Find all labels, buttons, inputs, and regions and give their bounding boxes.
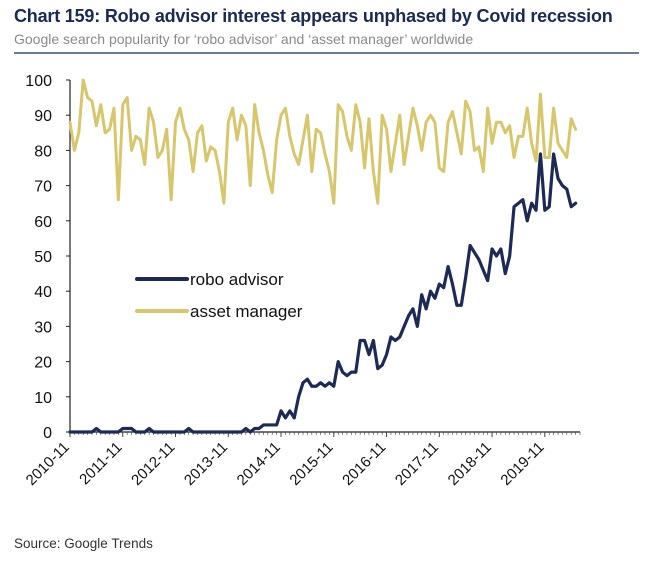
legend-label: robo advisor [190,270,284,289]
legend-label: asset manager [190,302,303,321]
y-tick-label: 60 [34,214,52,231]
y-tick-label: 30 [34,319,52,336]
x-tick-label: 2019-11 [497,439,547,489]
series-line-asset-manager [68,78,578,205]
y-tick-label: 50 [34,249,52,266]
chart-subtitle: Google search popularity for ‘robo advis… [14,31,474,47]
x-tick-label: 2010-11 [23,439,73,489]
series-line-robo-advisor [68,152,578,434]
x-tick-label: 2011-11 [76,439,125,488]
legend: robo advisor asset manager [135,270,303,321]
x-axis: 2010-11 2011-11 2012-11 2013-11 2014-11 2015-… [23,431,581,489]
x-tick-label: 2014-11 [234,439,284,489]
y-tick-label: 100 [25,73,52,90]
y-tick-label: 70 [34,179,52,196]
x-tick-label: 2017-11 [392,439,442,489]
x-tick-label: 2015-11 [286,439,336,489]
y-tick-label: 20 [34,355,52,372]
x-tick-label: 2012-11 [128,439,178,489]
series-layer [68,78,578,434]
y-axis: 0 10 20 30 40 50 60 70 80 90 100 [25,73,71,442]
y-tick-label: 10 [34,390,52,407]
title-divider [14,52,639,54]
source-note: Source: Google Trends [14,536,153,551]
x-tick-label: 2013-11 [181,439,231,489]
chart-title: Chart 159: Robo advisor interest appears… [14,6,613,26]
y-tick-label: 80 [34,143,52,160]
y-tick-label: 90 [34,108,52,125]
y-tick-label: 0 [43,425,52,442]
y-tick-label: 40 [34,284,52,301]
x-tick-label: 2016-11 [339,439,389,489]
x-tick-label: 2018-11 [445,439,495,489]
